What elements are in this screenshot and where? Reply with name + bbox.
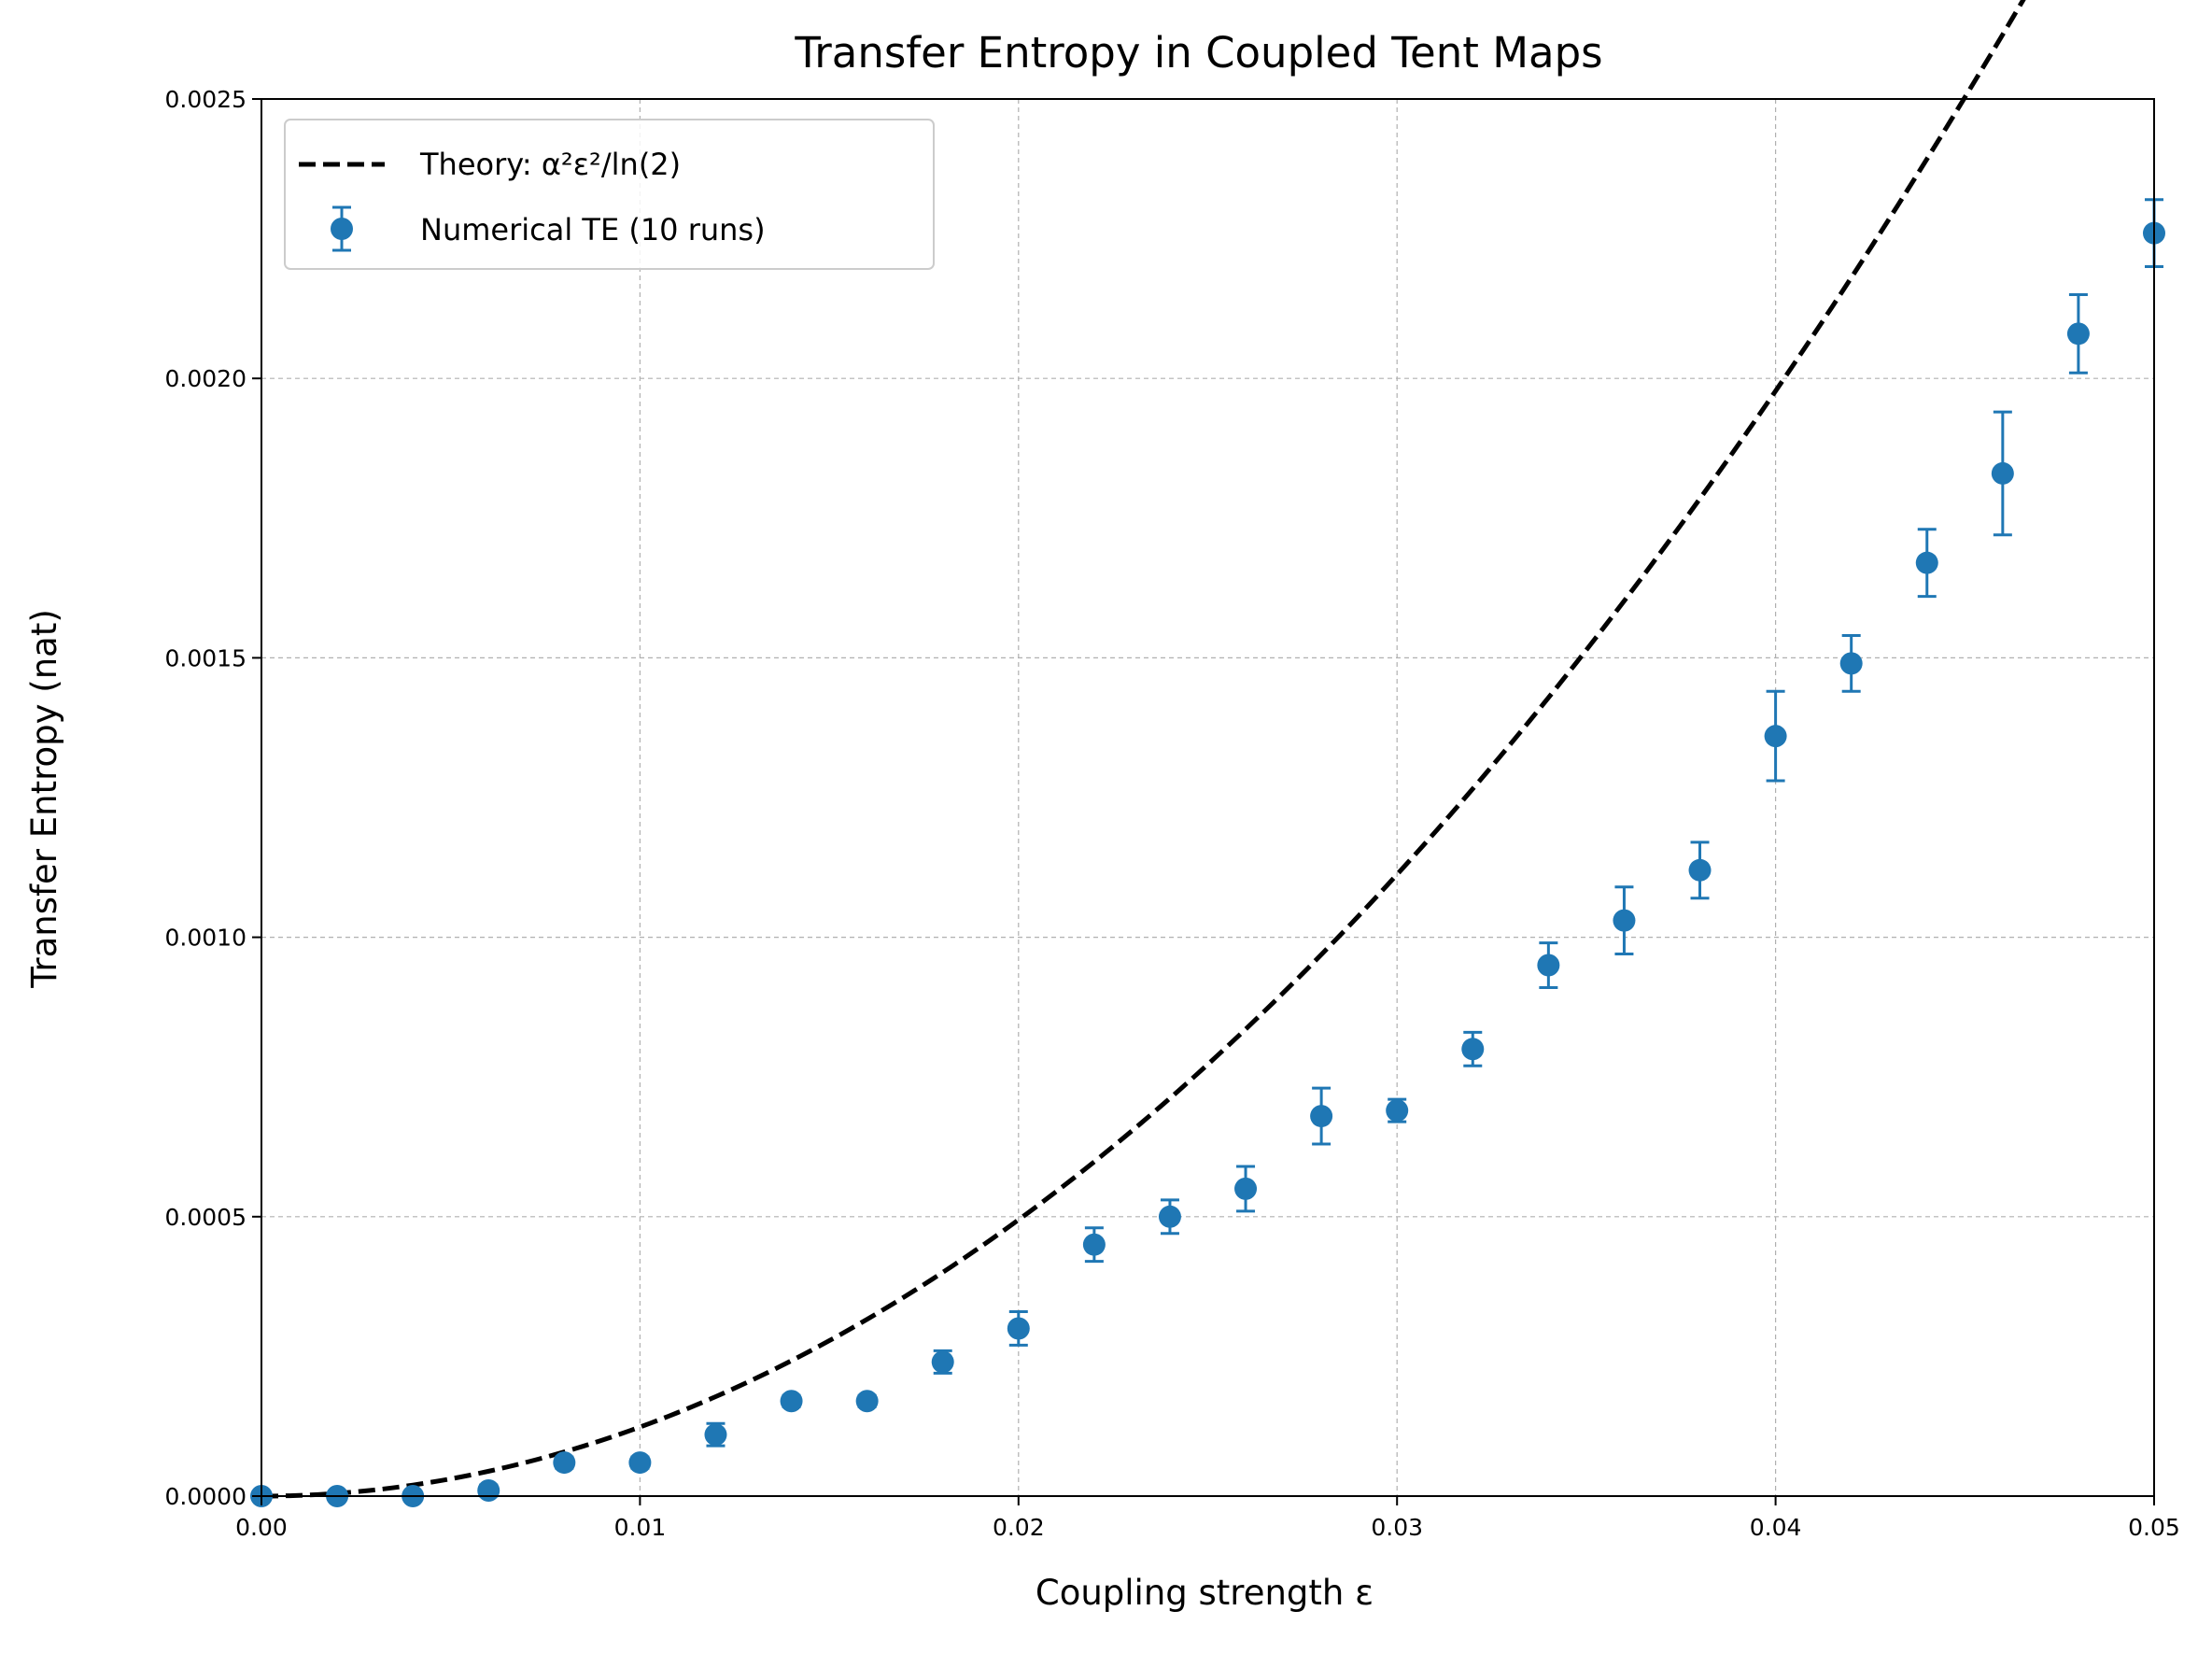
legend-numerical-swatch xyxy=(331,205,353,252)
x-tick-label: 0.02 xyxy=(993,1514,1045,1541)
point-marker xyxy=(1991,461,2014,485)
point-marker xyxy=(1764,725,1787,748)
data-point xyxy=(1537,941,1560,989)
y-axis-ticks: 0.0000 0.0005 0.0010 0.0015 0.0020 0.0025 xyxy=(165,86,261,1510)
point-marker xyxy=(1386,1099,1409,1123)
point-marker xyxy=(1158,1205,1181,1228)
legend: Theory: α²ε²/ln(2) Numerical TE (10 runs… xyxy=(284,119,935,270)
legend-numerical-label: Numerical TE (10 runs) xyxy=(420,212,766,247)
y-tick-label: 0.0005 xyxy=(165,1204,247,1231)
points-layer xyxy=(250,198,2165,1507)
data-point xyxy=(931,1349,954,1375)
point-marker xyxy=(628,1451,652,1475)
x-tick-label: 0.00 xyxy=(235,1514,288,1541)
point-marker xyxy=(1082,1233,1106,1256)
data-point xyxy=(1688,841,1712,900)
x-axis-title: Coupling strength ε xyxy=(1036,1573,1374,1613)
y-tick-label: 0.0015 xyxy=(165,644,247,671)
data-point xyxy=(1310,1086,1333,1146)
point-marker xyxy=(1461,1038,1485,1061)
theory-layer xyxy=(261,0,2026,1499)
data-point xyxy=(1915,528,1938,599)
data-point xyxy=(628,1451,652,1475)
point-marker xyxy=(1688,858,1712,882)
x-tick-label: 0.03 xyxy=(1371,1514,1423,1541)
x-tick-label: 0.01 xyxy=(614,1514,667,1541)
plot-frame xyxy=(261,98,2155,1497)
data-point xyxy=(553,1451,576,1475)
data-point xyxy=(1386,1097,1409,1123)
data-point xyxy=(1613,885,1636,956)
point-marker xyxy=(1839,652,1863,675)
data-point xyxy=(2066,292,2090,374)
point-marker xyxy=(553,1451,576,1475)
point-marker xyxy=(780,1390,803,1413)
y-tick-label: 0.0025 xyxy=(165,86,247,113)
x-tick-label: 0.04 xyxy=(1750,1514,1802,1541)
grid-layer xyxy=(261,99,2154,1496)
data-point xyxy=(1461,1030,1485,1067)
point-marker xyxy=(1007,1317,1030,1340)
data-point xyxy=(855,1390,879,1413)
data-point xyxy=(1007,1310,1030,1347)
data-point xyxy=(1234,1165,1258,1213)
y-tick-label: 0.0020 xyxy=(165,365,247,392)
data-point xyxy=(1991,410,2014,537)
point-marker xyxy=(1310,1105,1333,1128)
chart-title: Transfer Entropy in Coupled Tent Maps xyxy=(794,28,1602,78)
point-marker xyxy=(2066,322,2090,346)
data-point xyxy=(780,1390,803,1413)
x-tick-label: 0.05 xyxy=(2128,1514,2180,1541)
y-axis-title: Transfer Entropy (nat) xyxy=(24,609,64,989)
point-marker xyxy=(1537,954,1560,977)
point-marker xyxy=(1915,551,1938,574)
data-point xyxy=(1839,633,1863,693)
data-point xyxy=(1764,689,1787,783)
y-tick-label: 0.0010 xyxy=(165,925,247,952)
legend-box xyxy=(284,119,935,270)
x-axis-ticks: 0.00 0.01 0.02 0.03 0.04 0.05 xyxy=(235,1496,2180,1541)
point-marker xyxy=(855,1390,879,1413)
y-tick-label: 0.0000 xyxy=(165,1483,247,1510)
data-point xyxy=(1082,1226,1106,1264)
point-marker xyxy=(477,1479,500,1503)
legend-theory-label: Theory: α²ε²/ln(2) xyxy=(419,147,681,182)
point-marker xyxy=(931,1350,954,1374)
point-marker xyxy=(704,1423,727,1447)
data-point xyxy=(1158,1198,1181,1236)
point-marker xyxy=(1234,1177,1258,1200)
theory-curve xyxy=(261,0,2026,1499)
data-point xyxy=(477,1479,500,1503)
point-marker xyxy=(1613,909,1636,932)
data-point xyxy=(704,1421,727,1448)
